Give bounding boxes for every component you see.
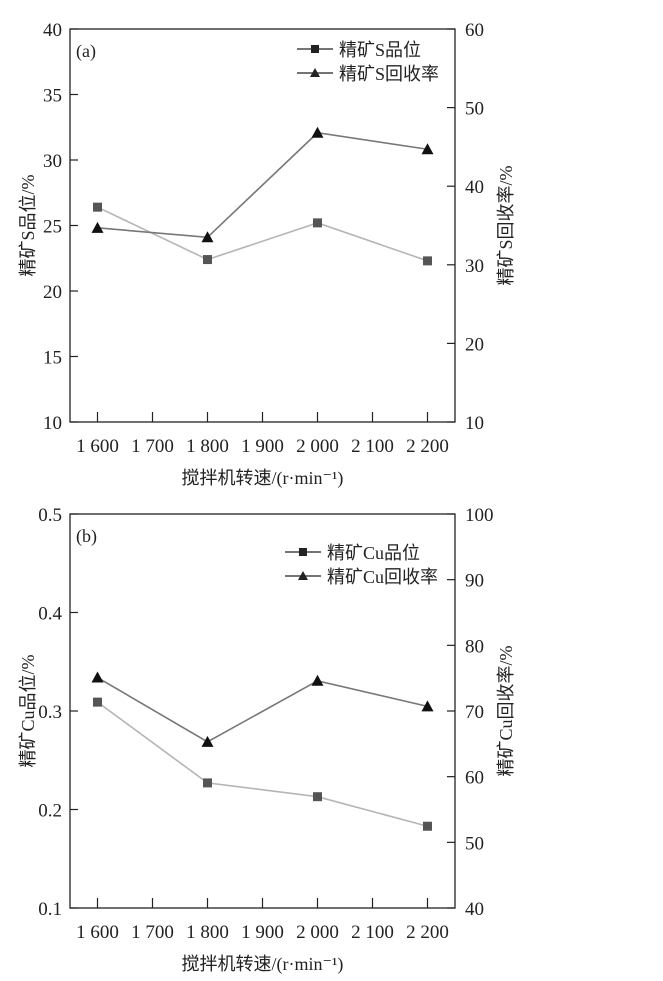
- data-point-square: [313, 218, 322, 228]
- x-tick-label: 1 600: [76, 922, 119, 943]
- legend-square-icon: [311, 45, 319, 53]
- data-point-square: [203, 255, 212, 265]
- legend-item: 精矿S回收率: [297, 64, 439, 84]
- y2-tick-label: 60: [465, 768, 484, 789]
- series-line-1: [97, 131, 428, 239]
- y2-tick-label: 60: [465, 20, 484, 41]
- legend-label: 精矿S品位: [339, 40, 421, 60]
- x-tick-label: 1 700: [131, 922, 174, 943]
- y2-tick-label: 30: [465, 256, 484, 277]
- data-point-square: [93, 697, 102, 707]
- y2-tick-label: 20: [465, 334, 484, 355]
- data-point-square: [93, 202, 102, 212]
- y-tick-label: 40: [43, 20, 62, 41]
- y2-tick-label: 40: [465, 177, 484, 198]
- x-tick-label: 2 000: [296, 436, 339, 457]
- y-tick-label: 0.1: [38, 899, 62, 920]
- x-tick-label: 1 800: [186, 436, 229, 457]
- legend-square-icon: [299, 548, 307, 556]
- data-point-square: [423, 256, 432, 266]
- data-point-triangle: [421, 143, 434, 155]
- y-tick-label: 35: [43, 86, 62, 107]
- series-line-0: [97, 206, 428, 262]
- data-point-square: [313, 792, 322, 802]
- y2-tick-label: 10: [465, 413, 484, 434]
- legend-item: 精矿S品位: [297, 40, 421, 60]
- legend-triangle-icon: [310, 68, 320, 77]
- y-tick-label: 25: [43, 217, 62, 238]
- y2-tick-label: 90: [465, 571, 484, 592]
- y-axis-label: 精矿S品位/%: [18, 174, 38, 276]
- series-line-1: [97, 676, 428, 743]
- y-tick-label: 15: [43, 348, 62, 369]
- data-point-triangle: [91, 671, 104, 683]
- x-axis-label: 搅拌机转速/(r·min⁻¹): [182, 954, 344, 975]
- legend-label: 精矿Cu品位: [327, 543, 420, 563]
- y2-tick-label: 50: [465, 833, 484, 854]
- data-point-triangle: [91, 221, 104, 233]
- data-point-triangle: [421, 700, 434, 712]
- data-point-square: [423, 821, 432, 831]
- y-tick-label: 30: [43, 151, 62, 172]
- legend-label: 精矿S回收率: [339, 64, 439, 84]
- x-tick-label: 2 000: [296, 922, 339, 943]
- chart-panel-b: 1 600 1 700 1 800 1 900 2 000 2 100 2 200 0.1 0.…: [18, 505, 516, 975]
- y-tick-label: 20: [43, 282, 62, 303]
- x-tick-label: 2 100: [351, 436, 394, 457]
- y2-tick-label: 70: [465, 702, 484, 723]
- legend-triangle-icon: [298, 571, 308, 580]
- y-tick-label: 0.3: [38, 702, 62, 723]
- x-tick-label: 1 700: [131, 436, 174, 457]
- legend-item: 精矿Cu品位: [285, 543, 420, 563]
- y-tick-label: 0.2: [38, 801, 62, 822]
- legend-label: 精矿Cu回收率: [327, 567, 438, 587]
- plot-frame: [69, 28, 456, 423]
- y2-tick-label: 100: [465, 505, 494, 526]
- y-tick-label: 0.5: [38, 505, 62, 526]
- y2-axis-label: 精矿Cu回收率/%: [496, 645, 516, 776]
- series-line-0: [97, 701, 428, 828]
- data-point-triangle: [201, 735, 214, 747]
- x-tick-label: 1 900: [241, 922, 284, 943]
- x-tick-label: 2 200: [406, 922, 449, 943]
- x-tick-label: 1 800: [186, 922, 229, 943]
- y2-tick-label: 40: [465, 899, 484, 920]
- chart-panel-a: 1 600 1 700 1 800 1 900 2 000 2 100 2 200 10 15 2…: [18, 20, 516, 489]
- y2-tick-label: 80: [465, 636, 484, 657]
- y-axis-label: 精矿Cu品位/%: [18, 654, 38, 767]
- data-point-square: [203, 778, 212, 788]
- panel-label: (b): [76, 526, 97, 547]
- legend-item: 精矿Cu回收率: [285, 567, 438, 587]
- y-tick-label: 10: [43, 413, 62, 434]
- y2-axis-label: 精矿S回收率/%: [496, 165, 516, 285]
- x-tick-label: 1 600: [76, 436, 119, 457]
- y-tick-label: 0.4: [38, 604, 62, 625]
- x-axis-label: 搅拌机转速/(r·min⁻¹): [182, 468, 344, 489]
- x-tick-label: 2 200: [406, 436, 449, 457]
- panel-label: (a): [76, 41, 96, 62]
- x-tick-label: 2 100: [351, 922, 394, 943]
- data-point-triangle: [311, 674, 324, 686]
- data-point-triangle: [311, 126, 324, 138]
- x-tick-label: 1 900: [241, 436, 284, 457]
- data-point-triangle: [201, 231, 214, 243]
- y2-tick-label: 50: [465, 99, 484, 120]
